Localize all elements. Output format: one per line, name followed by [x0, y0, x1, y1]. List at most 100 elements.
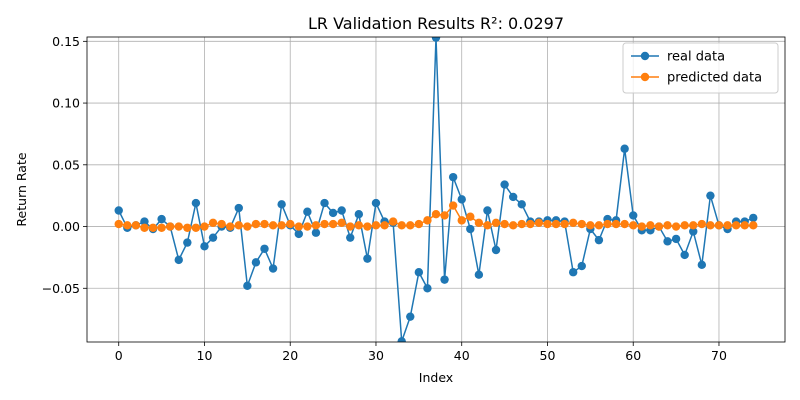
data-point: [740, 221, 749, 230]
data-point: [689, 227, 698, 236]
data-point: [620, 144, 629, 153]
data-point: [448, 172, 458, 182]
data-point: [397, 337, 406, 342]
data-point: [346, 233, 355, 242]
data-point: [568, 268, 578, 277]
chart-title: LR Validation Results R²: 0.0297: [308, 14, 564, 33]
data-point: [260, 244, 269, 253]
legend-label: real data: [667, 50, 725, 65]
data-point: [448, 201, 458, 210]
data-point: [517, 219, 526, 229]
data-point: [491, 218, 501, 228]
data-point: [706, 191, 715, 200]
data-point: [491, 245, 501, 255]
data-point: [328, 219, 338, 229]
x-tick-label: 20: [282, 348, 298, 363]
data-point: [277, 221, 286, 230]
data-point: [457, 195, 466, 204]
data-point: [526, 219, 535, 229]
data-point: [311, 221, 321, 230]
data-point: [251, 219, 261, 229]
data-point: [457, 216, 466, 225]
data-point: [354, 209, 364, 219]
data-point: [208, 233, 218, 242]
data-point: [243, 281, 252, 291]
data-point: [363, 254, 372, 263]
data-point: [431, 209, 441, 219]
data-point: [577, 261, 586, 271]
data-point: [243, 222, 252, 231]
data-point: [388, 217, 398, 226]
legend-label: predicted data: [667, 71, 762, 86]
x-axis-label: Index: [419, 370, 453, 385]
data-point: [174, 255, 183, 265]
data-point: [423, 284, 432, 293]
y-tick-label: 0.00: [52, 219, 80, 234]
data-point: [671, 222, 681, 231]
data-point: [414, 268, 424, 277]
data-point: [534, 218, 544, 228]
data-point: [260, 219, 269, 229]
data-point: [611, 219, 621, 229]
data-point: [191, 223, 201, 232]
x-tick-label: 70: [711, 348, 727, 363]
data-point: [671, 234, 681, 244]
series-predicted-data: [114, 201, 758, 232]
axes-frame: [86, 36, 786, 343]
data-point: [200, 222, 209, 231]
data-point: [646, 221, 655, 230]
data-point: [397, 221, 406, 230]
data-point: [303, 207, 312, 216]
data-point: [200, 242, 209, 251]
series-layer: [114, 37, 758, 342]
data-point: [157, 214, 166, 224]
data-point: [371, 221, 381, 230]
data-point: [123, 221, 132, 230]
data-point: [303, 222, 312, 231]
data-point: [663, 221, 672, 230]
data-point: [637, 222, 646, 231]
data-point: [268, 264, 278, 273]
data-point: [346, 222, 355, 231]
legend-swatch-marker: [640, 51, 650, 61]
data-point: [440, 275, 449, 284]
data-point: [654, 222, 664, 231]
data-point: [680, 221, 689, 230]
data-point: [406, 312, 415, 321]
data-point: [483, 221, 492, 230]
data-point: [251, 258, 261, 267]
data-point: [500, 219, 509, 229]
data-point: [226, 222, 235, 231]
data-point: [508, 221, 518, 230]
data-point: [568, 218, 578, 228]
data-point: [183, 238, 192, 247]
x-tick-label: 10: [197, 348, 213, 363]
data-point: [440, 211, 449, 220]
data-point: [174, 222, 183, 231]
data-point: [234, 203, 243, 213]
data-point: [560, 219, 569, 229]
data-point: [406, 221, 415, 230]
data-point: [140, 217, 149, 226]
data-point: [183, 223, 192, 232]
data-point: [328, 208, 338, 218]
data-point: [474, 270, 484, 279]
data-point: [363, 222, 372, 231]
data-point: [286, 219, 295, 229]
data-point: [114, 219, 123, 229]
data-point: [697, 219, 707, 229]
x-tick-label: 50: [540, 348, 556, 363]
legend-swatch-marker: [640, 72, 650, 82]
y-tick-label: 0.05: [52, 157, 80, 172]
data-point: [723, 221, 732, 230]
data-point: [148, 223, 158, 232]
data-point: [337, 206, 346, 215]
data-point: [483, 206, 492, 215]
data-point: [543, 219, 552, 229]
data-point: [294, 222, 304, 231]
y-tick-label: 0.15: [52, 34, 80, 49]
data-point: [594, 221, 604, 230]
x-tick-label: 0: [115, 348, 123, 363]
data-point: [157, 223, 166, 232]
